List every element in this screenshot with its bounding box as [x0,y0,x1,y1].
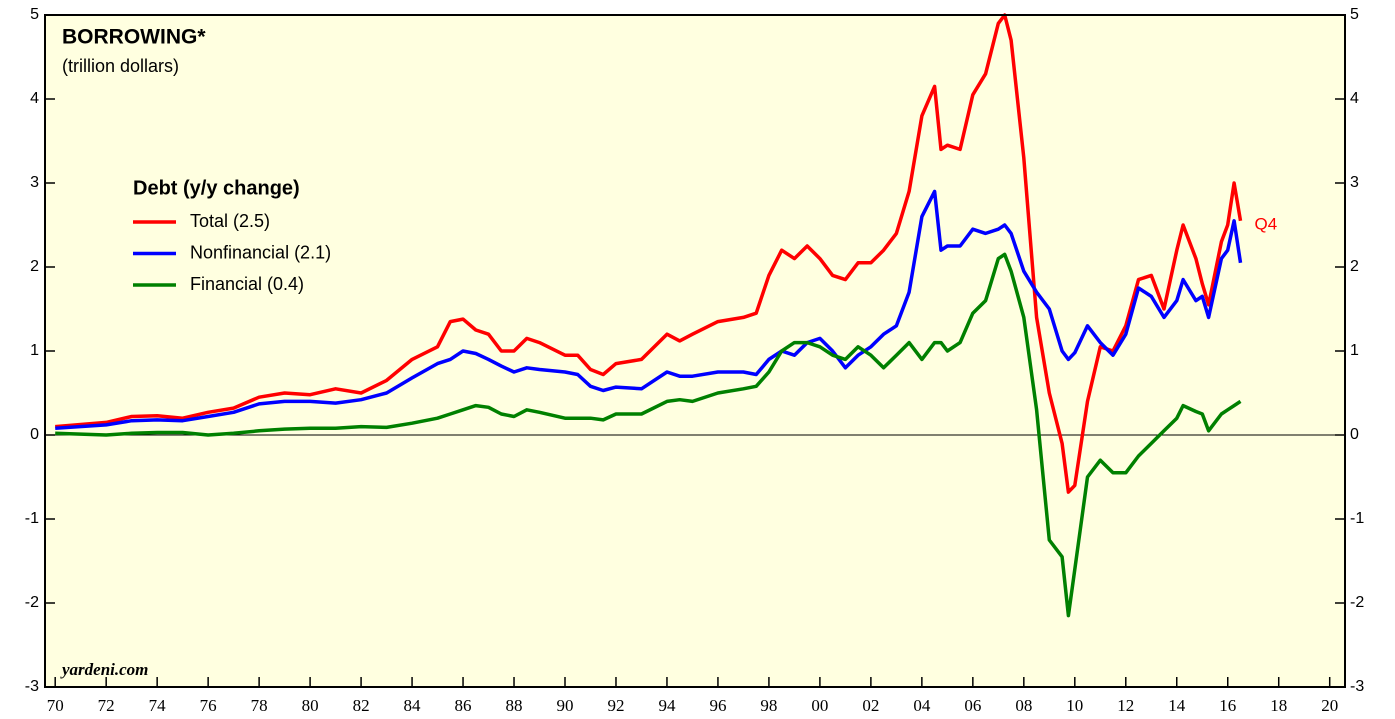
x-tick-label: 16 [1219,696,1236,715]
legend-label: Financial (0.4) [190,274,304,294]
x-tick-label: 12 [1117,696,1134,715]
y2-tick-label: -1 [1350,510,1364,527]
x-tick-label: 92 [607,696,624,715]
y-tick-label: 1 [30,342,39,359]
x-tick-label: 70 [47,696,64,715]
x-tick-label: 06 [964,696,981,715]
y-tick-label: -3 [25,678,39,695]
y2-tick-label: 2 [1350,258,1359,275]
x-tick-label: 72 [98,696,115,715]
x-tick-label: 18 [1270,696,1287,715]
y-tick-label: 3 [30,174,39,191]
x-tick-label: 84 [404,696,422,715]
y2-tick-label: -2 [1350,594,1364,611]
y-tick-label: -2 [25,594,39,611]
x-tick-label: 82 [353,696,370,715]
y-tick-label: 4 [30,90,39,107]
y-tick-label: 5 [30,6,39,23]
x-tick-label: 14 [1168,696,1186,715]
x-tick-label: 10 [1066,696,1083,715]
x-tick-label: 88 [506,696,523,715]
line-series [55,13,1243,494]
annotation: Q4 [1254,214,1277,233]
x-tick-label: 98 [760,696,777,715]
plot-frame [44,14,1346,688]
axes-layer: -3 -3-2 -2-1 -10 01 12 23 34 45 570 72 74 76 78 80 82 84… [25,6,1365,715]
y2-tick-label: 5 [1350,6,1359,23]
x-tick-label: 08 [1015,696,1032,715]
x-tick-label: 76 [200,696,217,715]
chart-title: BORROWING* [62,26,206,49]
x-tick-label: 96 [709,696,726,715]
y2-tick-label: 1 [1350,342,1359,359]
x-tick-label: 02 [862,696,879,715]
y2-tick-label: 0 [1350,426,1359,443]
legend: Total (2.5) Nonfinancial (2.1) Financial (… [133,211,331,294]
y-tick-label: 2 [30,258,39,275]
y2-tick-label: -3 [1350,678,1364,695]
x-tick-label: 86 [455,696,472,715]
x-tick-label: 00 [811,696,828,715]
source: yardeni.com [60,660,148,679]
legend-label: Total (2.5) [190,211,270,231]
x-tick-label: 20 [1321,696,1338,715]
y2-tick-label: 3 [1350,174,1359,191]
y-tick-label: -1 [25,510,39,527]
chart-subtitle: (trillion dollars) [62,56,179,76]
y2-tick-label: 4 [1350,90,1359,107]
x-tick-label: 94 [658,696,676,715]
lines-layer [55,13,1243,618]
y-tick-label: 0 [30,426,39,443]
x-tick-label: 74 [149,696,167,715]
plot-area [45,15,1345,687]
line-series [55,189,1243,431]
legend-label: Nonfinancial (2.1) [190,242,331,262]
x-tick-label: 04 [913,696,931,715]
legend-title: Debt (y/y change) [133,177,300,199]
x-tick-label: 80 [302,696,319,715]
x-tick-label: 78 [251,696,268,715]
line-series [55,252,1242,618]
x-tick-label: 90 [557,696,574,715]
